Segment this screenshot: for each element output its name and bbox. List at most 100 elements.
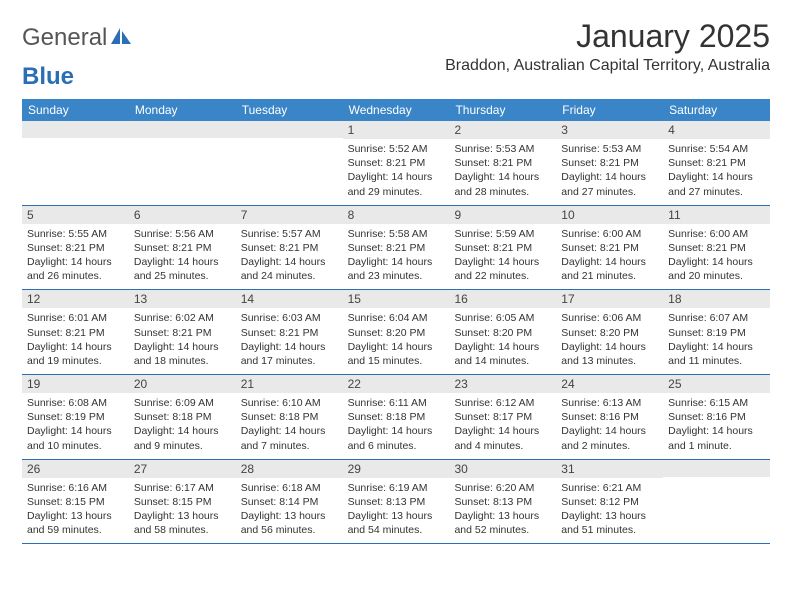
day-info-line: Sunrise: 6:09 AM bbox=[134, 396, 231, 410]
day-info: Sunrise: 6:21 AMSunset: 8:12 PMDaylight:… bbox=[561, 481, 658, 538]
calendar-day: 6Sunrise: 5:56 AMSunset: 8:21 PMDaylight… bbox=[129, 206, 236, 290]
day-info-line: Sunrise: 6:10 AM bbox=[241, 396, 338, 410]
day-info-line: and 23 minutes. bbox=[348, 269, 445, 283]
day-info-line: and 17 minutes. bbox=[241, 354, 338, 368]
day-info-line: Sunset: 8:20 PM bbox=[348, 326, 445, 340]
day-info-line: Daylight: 14 hours bbox=[27, 424, 124, 438]
calendar-day: 22Sunrise: 6:11 AMSunset: 8:18 PMDayligh… bbox=[343, 375, 450, 459]
day-info-line: and 13 minutes. bbox=[561, 354, 658, 368]
day-info-line: Sunrise: 6:04 AM bbox=[348, 311, 445, 325]
day-info: Sunrise: 6:00 AMSunset: 8:21 PMDaylight:… bbox=[561, 227, 658, 284]
day-info-line: and 10 minutes. bbox=[27, 439, 124, 453]
day-info-line: Daylight: 14 hours bbox=[561, 255, 658, 269]
day-header: Saturday bbox=[663, 99, 770, 121]
day-info-line: Daylight: 13 hours bbox=[27, 509, 124, 523]
day-info-line: Sunset: 8:14 PM bbox=[241, 495, 338, 509]
day-info-line: Sunset: 8:18 PM bbox=[348, 410, 445, 424]
day-info-line: Sunset: 8:15 PM bbox=[27, 495, 124, 509]
day-info-line: Daylight: 14 hours bbox=[27, 340, 124, 354]
day-info-line: and 56 minutes. bbox=[241, 523, 338, 537]
day-info-line: Sunrise: 6:19 AM bbox=[348, 481, 445, 495]
day-number: 20 bbox=[129, 375, 236, 393]
day-number: 13 bbox=[129, 290, 236, 308]
day-info-line: Sunrise: 6:00 AM bbox=[668, 227, 765, 241]
day-info: Sunrise: 5:54 AMSunset: 8:21 PMDaylight:… bbox=[668, 142, 765, 199]
day-number: 4 bbox=[663, 121, 770, 139]
day-info-line: Sunrise: 6:06 AM bbox=[561, 311, 658, 325]
calendar-day: 8Sunrise: 5:58 AMSunset: 8:21 PMDaylight… bbox=[343, 206, 450, 290]
day-info-line: Sunrise: 6:08 AM bbox=[27, 396, 124, 410]
day-info-line: Daylight: 14 hours bbox=[348, 340, 445, 354]
day-info-line: Daylight: 14 hours bbox=[668, 170, 765, 184]
day-info-line: Sunrise: 5:57 AM bbox=[241, 227, 338, 241]
day-info-line: and 27 minutes. bbox=[668, 185, 765, 199]
day-number: 9 bbox=[449, 206, 556, 224]
calendar-day: 29Sunrise: 6:19 AMSunset: 8:13 PMDayligh… bbox=[343, 460, 450, 544]
day-number: 1 bbox=[343, 121, 450, 139]
day-number: 14 bbox=[236, 290, 343, 308]
day-header: Sunday bbox=[22, 99, 129, 121]
day-info-line: and 6 minutes. bbox=[348, 439, 445, 453]
day-info-line: Sunrise: 6:16 AM bbox=[27, 481, 124, 495]
day-info-line: Daylight: 14 hours bbox=[241, 340, 338, 354]
day-info-line: Sunset: 8:21 PM bbox=[348, 156, 445, 170]
calendar-day: 21Sunrise: 6:10 AMSunset: 8:18 PMDayligh… bbox=[236, 375, 343, 459]
day-info: Sunrise: 6:16 AMSunset: 8:15 PMDaylight:… bbox=[27, 481, 124, 538]
day-number: 15 bbox=[343, 290, 450, 308]
day-info-line: Daylight: 14 hours bbox=[241, 424, 338, 438]
day-info-line: Daylight: 14 hours bbox=[348, 424, 445, 438]
day-info-line: Sunset: 8:17 PM bbox=[454, 410, 551, 424]
calendar-week: 19Sunrise: 6:08 AMSunset: 8:19 PMDayligh… bbox=[22, 375, 770, 460]
day-info: Sunrise: 6:13 AMSunset: 8:16 PMDaylight:… bbox=[561, 396, 658, 453]
day-info-line: Sunset: 8:18 PM bbox=[241, 410, 338, 424]
day-info-line: and 59 minutes. bbox=[27, 523, 124, 537]
calendar-day bbox=[663, 460, 770, 544]
day-info-line: and 51 minutes. bbox=[561, 523, 658, 537]
day-info-line: Daylight: 14 hours bbox=[668, 255, 765, 269]
calendar-day: 30Sunrise: 6:20 AMSunset: 8:13 PMDayligh… bbox=[449, 460, 556, 544]
day-info-line: and 18 minutes. bbox=[134, 354, 231, 368]
day-number: 11 bbox=[663, 206, 770, 224]
calendar-week: 1Sunrise: 5:52 AMSunset: 8:21 PMDaylight… bbox=[22, 121, 770, 206]
day-info-line: Daylight: 14 hours bbox=[348, 170, 445, 184]
day-info-line: Sunset: 8:21 PM bbox=[561, 241, 658, 255]
calendar-day: 16Sunrise: 6:05 AMSunset: 8:20 PMDayligh… bbox=[449, 290, 556, 374]
day-info: Sunrise: 5:55 AMSunset: 8:21 PMDaylight:… bbox=[27, 227, 124, 284]
day-info-line: and 19 minutes. bbox=[27, 354, 124, 368]
day-header: Friday bbox=[556, 99, 663, 121]
day-header: Monday bbox=[129, 99, 236, 121]
day-info: Sunrise: 5:53 AMSunset: 8:21 PMDaylight:… bbox=[561, 142, 658, 199]
calendar-day: 10Sunrise: 6:00 AMSunset: 8:21 PMDayligh… bbox=[556, 206, 663, 290]
day-info-line: Sunset: 8:21 PM bbox=[454, 156, 551, 170]
calendar-day bbox=[22, 121, 129, 205]
day-info-line: Sunset: 8:13 PM bbox=[454, 495, 551, 509]
day-info: Sunrise: 6:09 AMSunset: 8:18 PMDaylight:… bbox=[134, 396, 231, 453]
day-info-line: and 21 minutes. bbox=[561, 269, 658, 283]
day-info: Sunrise: 6:06 AMSunset: 8:20 PMDaylight:… bbox=[561, 311, 658, 368]
logo: General bbox=[22, 18, 135, 52]
day-info-line: and 26 minutes. bbox=[27, 269, 124, 283]
day-number: 5 bbox=[22, 206, 129, 224]
calendar-day: 31 Sunrise: 6:21 AMSunset: 8:12 PMDayligh… bbox=[556, 460, 663, 544]
day-info-line: Sunset: 8:21 PM bbox=[348, 241, 445, 255]
day-info-line: Sunrise: 6:01 AM bbox=[27, 311, 124, 325]
day-info-line: Sunrise: 5:52 AM bbox=[348, 142, 445, 156]
day-info-line: Sunrise: 5:58 AM bbox=[348, 227, 445, 241]
day-info-line: Sunset: 8:21 PM bbox=[454, 241, 551, 255]
day-number: 23 bbox=[449, 375, 556, 393]
calendar-day: 15 Sunrise: 6:04 AMSunset: 8:20 PMDayligh… bbox=[343, 290, 450, 374]
day-info-line: Sunset: 8:21 PM bbox=[134, 241, 231, 255]
day-number: 2 bbox=[449, 121, 556, 139]
calendar-day: 3Sunrise: 5:53 AMSunset: 8:21 PMDaylight… bbox=[556, 121, 663, 205]
calendar-day: 26 Sunrise: 6:16 AMSunset: 8:15 PMDayligh… bbox=[22, 460, 129, 544]
day-info-line: Daylight: 13 hours bbox=[348, 509, 445, 523]
day-info-line: and 9 minutes. bbox=[134, 439, 231, 453]
day-number: 31 bbox=[556, 460, 663, 478]
day-info-line: Sunset: 8:21 PM bbox=[241, 241, 338, 255]
day-info-line: Daylight: 14 hours bbox=[668, 340, 765, 354]
day-number: 12 bbox=[22, 290, 129, 308]
day-number: 26 bbox=[22, 460, 129, 478]
logo-sail-icon bbox=[111, 27, 133, 50]
day-info-line: Sunrise: 6:13 AM bbox=[561, 396, 658, 410]
calendar-week: 5 Sunrise: 5:55 AMSunset: 8:21 PMDaylight… bbox=[22, 206, 770, 291]
